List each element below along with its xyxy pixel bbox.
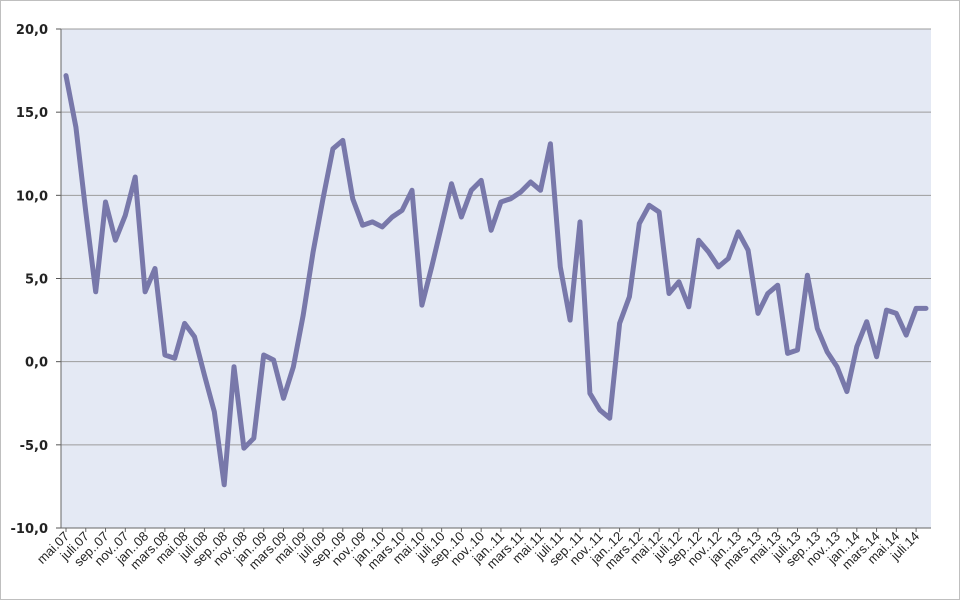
y-tick-label: 5,0 bbox=[25, 273, 48, 288]
y-axis: 20,0 15,0 10,0 5,0 0,0 -5,0 -10,0 bbox=[11, 23, 62, 537]
series-line bbox=[63, 73, 929, 488]
y-tick-label: -5,0 bbox=[20, 439, 48, 454]
y-tick-label: -10,0 bbox=[11, 522, 48, 537]
y-tick-label: 15,0 bbox=[16, 106, 48, 121]
x-axis: mai.07juli.07sep..07nov..07jan..08mars.0… bbox=[34, 527, 931, 572]
y-tick-label: 10,0 bbox=[16, 189, 48, 204]
y-tick-label: 20,0 bbox=[16, 23, 48, 38]
y-tick-label: 0,0 bbox=[25, 356, 48, 371]
